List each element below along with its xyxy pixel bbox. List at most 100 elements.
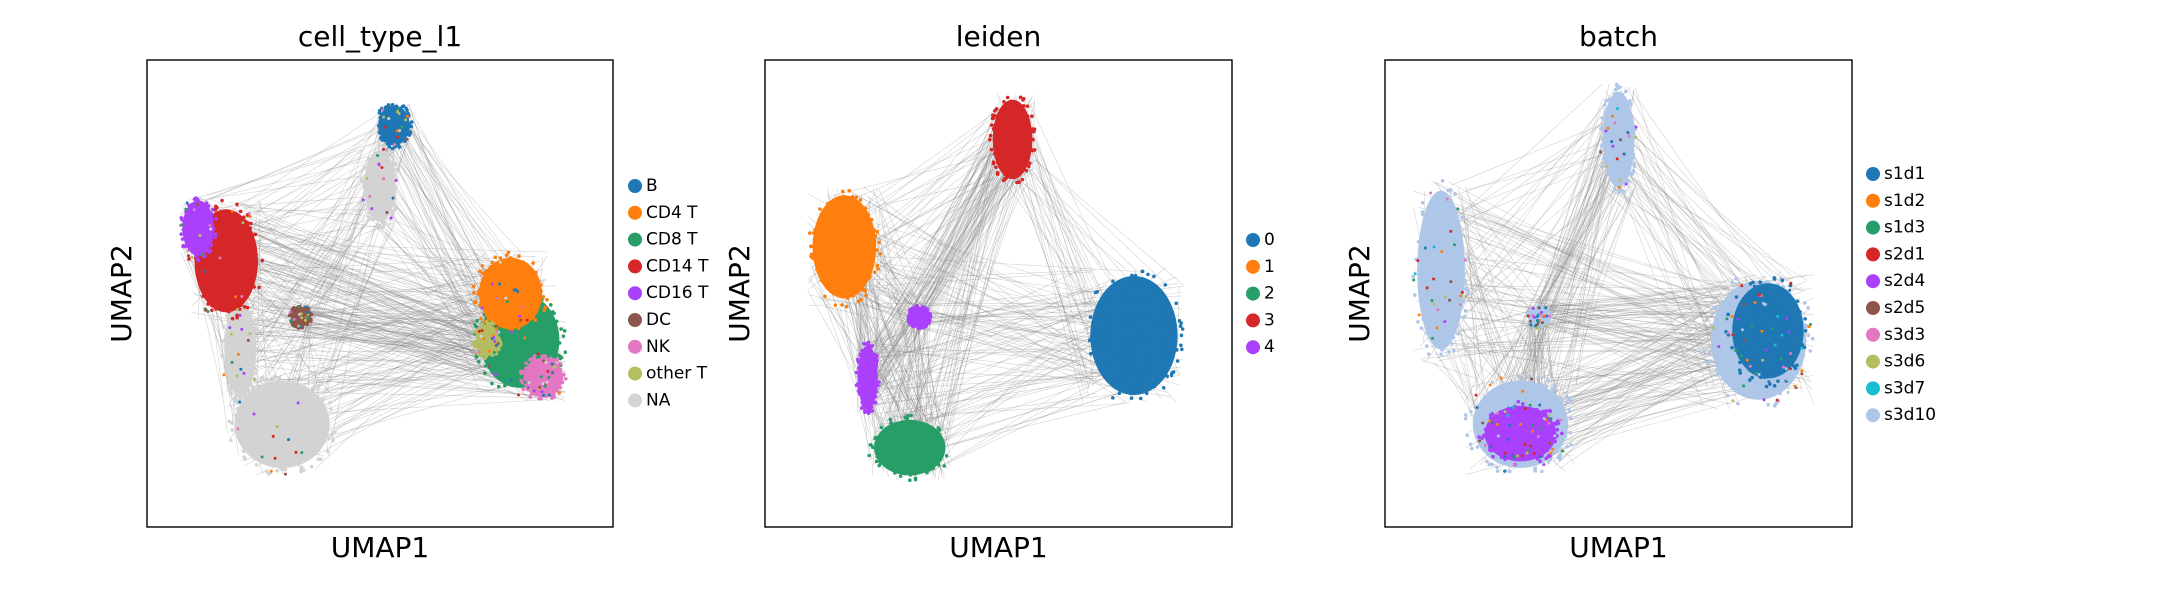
graph-edge (1546, 282, 1744, 306)
cell-point (1631, 162, 1636, 166)
graph-edge (1467, 156, 1600, 190)
graph-edge (1531, 154, 1628, 325)
cell-point (915, 303, 919, 308)
cell-point (245, 308, 250, 313)
legend-label: s3d10 (1884, 405, 1936, 425)
cell-point (1724, 299, 1728, 303)
cell-point (391, 209, 395, 213)
cell-point (1610, 140, 1614, 144)
cell-point (260, 258, 265, 263)
graph-edge (259, 259, 267, 385)
cell-point (521, 387, 526, 392)
graph-edge (1446, 183, 1626, 313)
cell-point (310, 386, 315, 391)
cell-point (392, 161, 396, 166)
cell-point (1443, 320, 1447, 324)
cell-point (841, 283, 846, 288)
cell-point (876, 267, 880, 271)
cell-point (1788, 367, 1792, 371)
cell-point (1444, 305, 1449, 310)
cell-point (1620, 113, 1625, 118)
cell-point (1102, 317, 1107, 322)
cell-point (1004, 116, 1009, 120)
graph-edge (911, 311, 1088, 367)
graph-edge (380, 143, 510, 292)
cell-point (502, 277, 506, 281)
cell-point (1751, 358, 1756, 362)
cell-point (214, 307, 218, 311)
cell-point (526, 371, 531, 376)
cell-point (1469, 446, 1474, 451)
cell-point (1536, 420, 1541, 425)
cell-point (1436, 308, 1440, 312)
cell-point (886, 461, 891, 465)
cell-point (1435, 326, 1439, 330)
cell-point (476, 292, 480, 296)
cell-point (1539, 427, 1543, 431)
cell-point (199, 243, 203, 247)
cell-point (851, 209, 856, 214)
cell-point (382, 115, 386, 119)
cell-point (1521, 402, 1525, 406)
cell-point (526, 282, 530, 287)
graph-edge (863, 274, 871, 352)
cell-point (1790, 317, 1794, 322)
x-axis-label: UMAP1 (331, 531, 430, 564)
cell-point (389, 176, 394, 180)
cell-point (238, 276, 243, 281)
cell-point (1529, 444, 1533, 448)
cell-point (226, 280, 231, 284)
cell-point (515, 354, 519, 358)
cell-point (240, 271, 245, 276)
cell-point (404, 125, 408, 130)
cell-point (1151, 319, 1156, 323)
graph-edge (262, 280, 509, 302)
cell-point (1121, 293, 1125, 298)
cell-point (303, 443, 307, 447)
graph-edge (1536, 132, 1614, 308)
cell-point (1512, 424, 1517, 429)
cell-point (1734, 312, 1739, 317)
graph-edge (921, 147, 994, 306)
cell-point (1734, 323, 1738, 328)
cell-point (1119, 323, 1124, 328)
graph-edge (926, 305, 1094, 307)
cell-point (857, 214, 862, 218)
cell-point (323, 431, 327, 435)
cell-point (361, 198, 365, 202)
cell-point (823, 253, 827, 257)
cell-point (1002, 172, 1007, 176)
cell-point (313, 411, 317, 416)
graph-edge (1451, 119, 1614, 186)
cell-point (368, 166, 373, 171)
cell-point (387, 144, 392, 149)
cell-point (842, 198, 846, 203)
cell-point (236, 269, 240, 273)
legend-marker (1866, 354, 1880, 369)
cell-point (1435, 312, 1440, 317)
cell-point (519, 329, 523, 334)
graph-edge (247, 294, 491, 359)
cell-point (372, 186, 376, 190)
cell-point (1450, 271, 1454, 275)
cell-point (993, 126, 998, 131)
cell-point (549, 356, 553, 361)
cell-point (531, 261, 535, 265)
cell-point (1535, 326, 1539, 330)
cell-point (1628, 143, 1633, 148)
graph-edge (411, 112, 483, 316)
graph-edge (298, 361, 490, 465)
cell-point (544, 361, 548, 365)
cell-point (1453, 209, 1458, 213)
cell-point (912, 305, 916, 310)
graph-edge (1177, 286, 1180, 350)
cell-point (1173, 334, 1178, 339)
cell-point (493, 347, 497, 352)
graph-edge (1029, 128, 1094, 311)
cell-point (381, 134, 386, 139)
cell-point (267, 445, 272, 450)
cell-point (1487, 462, 1492, 467)
cell-point (1719, 344, 1724, 348)
cell-point (201, 294, 205, 298)
cell-point (227, 236, 232, 241)
